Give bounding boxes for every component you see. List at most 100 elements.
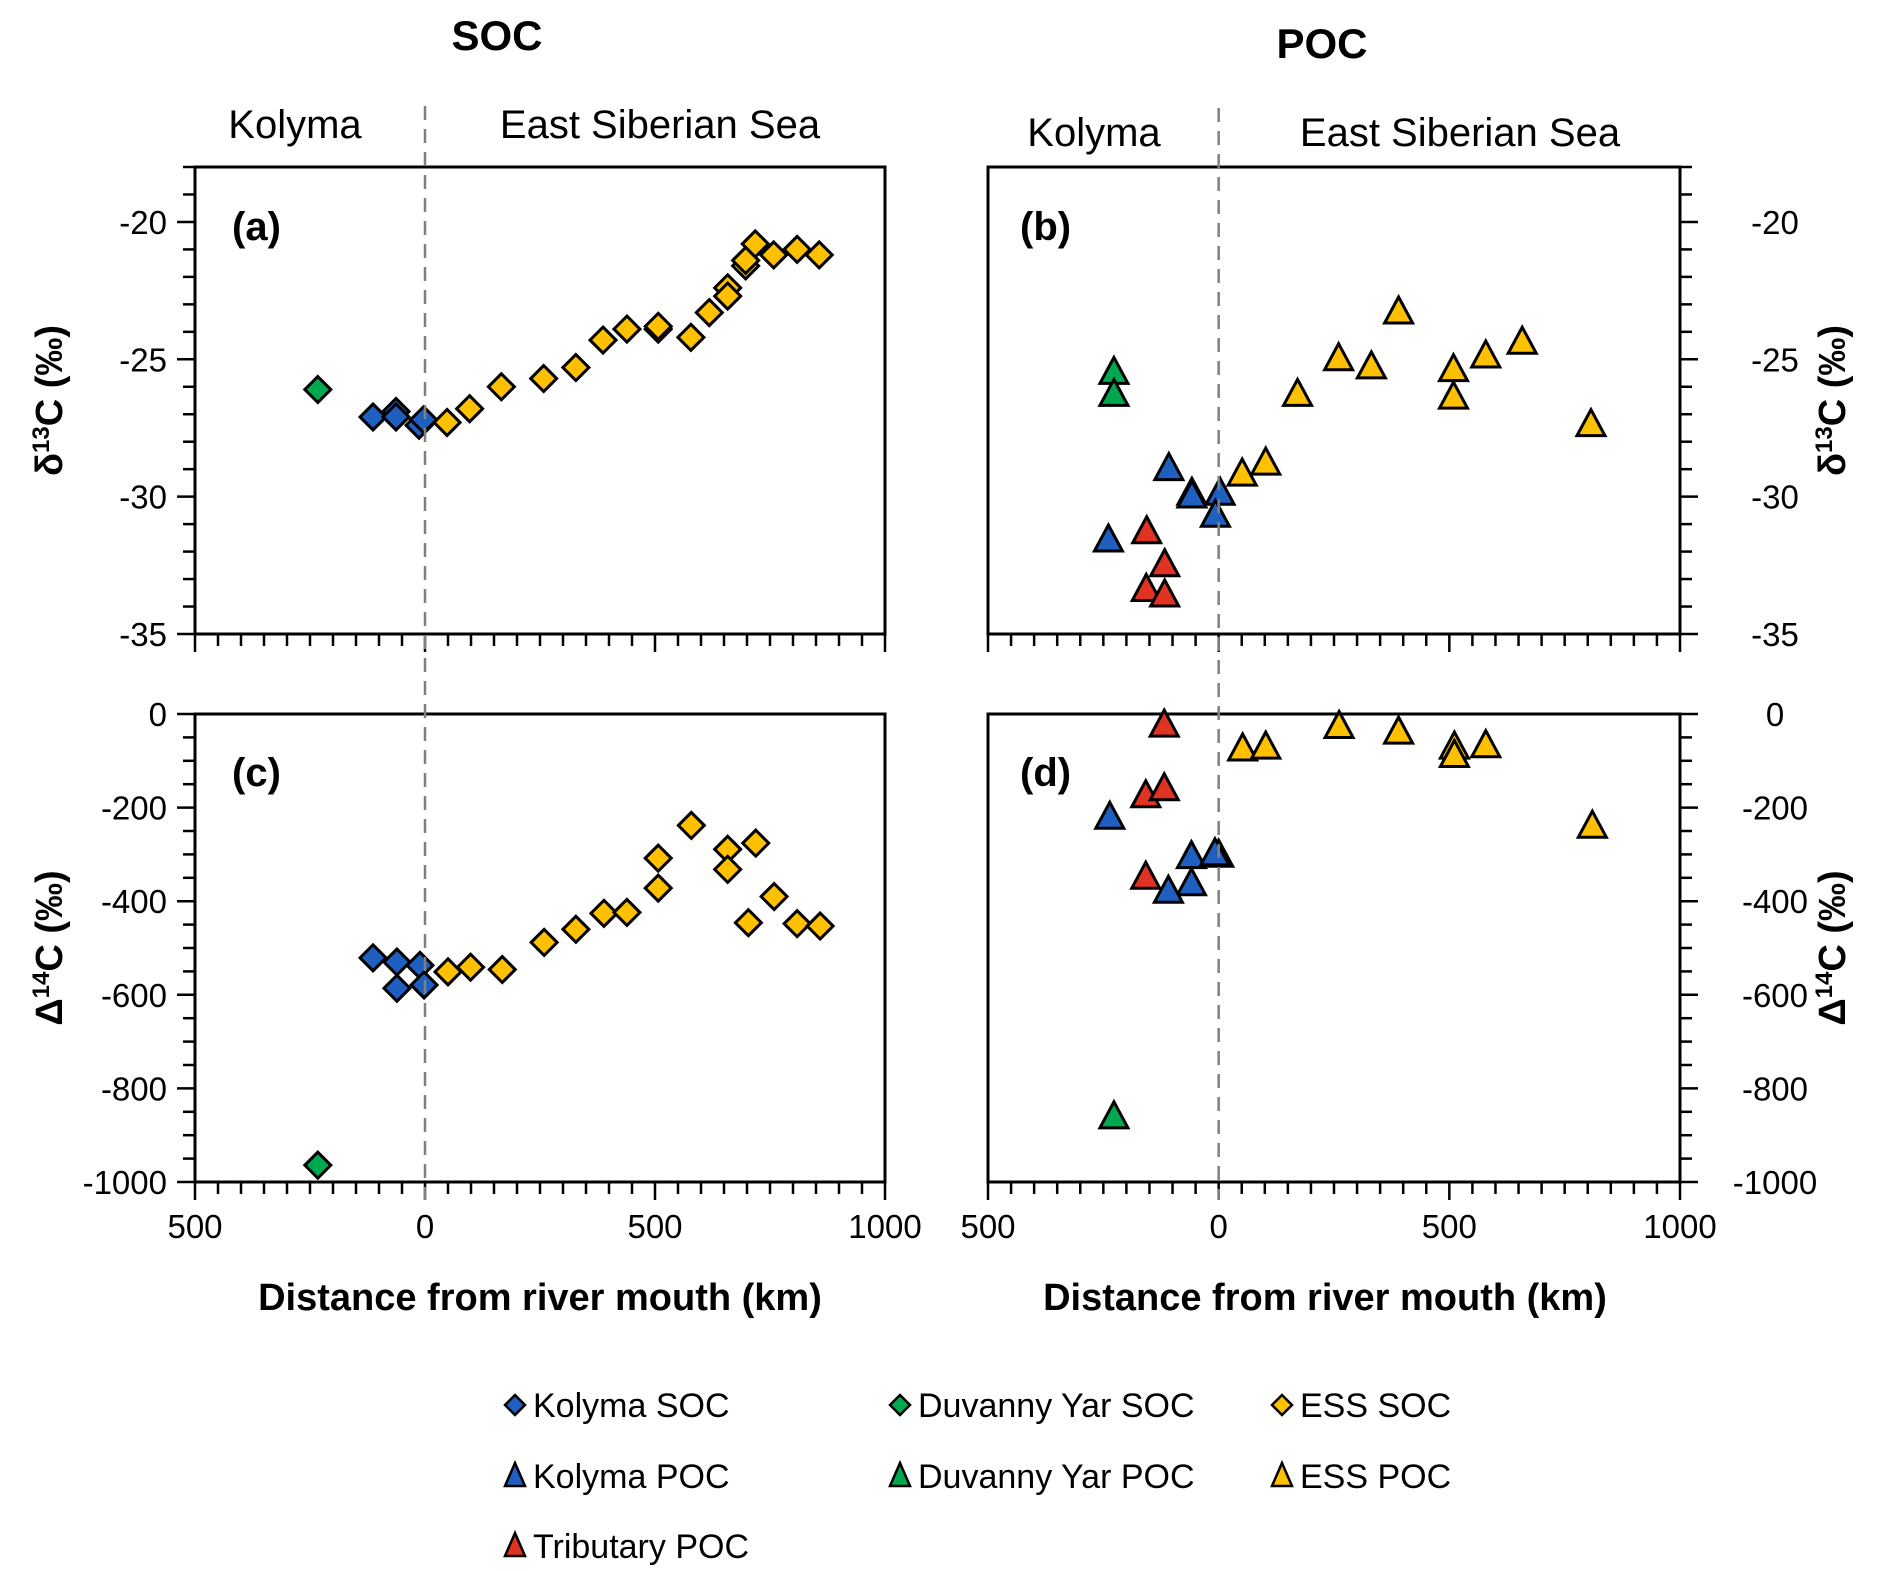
- x-tick-label: 500: [960, 1208, 1015, 1245]
- y-tick-label: -1000: [83, 1164, 167, 1201]
- data-point: [1249, 444, 1283, 476]
- y-axis-title: Δ14C (‰): [28, 870, 72, 1025]
- left-region-label-soc: Kolyma: [228, 103, 362, 147]
- panels: -35 -30 -25 -20 δ13C (‰) (a) -35 -30 -25 -20 δ13C …: [28, 106, 1855, 1245]
- data-point: [1505, 324, 1539, 355]
- data-point: [1129, 571, 1163, 602]
- panel-b: -35 -30 -25 -20 δ13C (‰) (b): [986, 165, 1855, 653]
- data-point: [1174, 865, 1208, 897]
- data-point: [1574, 406, 1608, 438]
- data-point: [1152, 450, 1186, 482]
- x-tick-label: 0: [416, 1208, 434, 1245]
- data-point: [454, 393, 485, 424]
- x-tick-label: 1000: [1643, 1208, 1716, 1245]
- x-axis-title-left: Distance from river mouth (km): [258, 1277, 822, 1319]
- data-point: [1469, 337, 1503, 369]
- y-tick-label: -30: [119, 479, 167, 516]
- data-point: [1097, 376, 1131, 407]
- data-point: [1198, 497, 1232, 528]
- series-kolyma-soc: [357, 942, 440, 1004]
- data-point: [528, 363, 559, 394]
- data-point: [1147, 706, 1181, 738]
- data-point: [733, 907, 764, 938]
- plot-frame: [986, 165, 1682, 636]
- y-tick-label: -1000: [1733, 1164, 1817, 1201]
- x-tick-label: 500: [1422, 1208, 1477, 1245]
- series-tributary-poc: [1129, 706, 1181, 890]
- y-tick-label: 0: [1766, 696, 1784, 733]
- legend-triangle-icon: [888, 1459, 912, 1488]
- y-tick-label: -20: [1751, 204, 1799, 241]
- legend-triangle-icon: [503, 1529, 527, 1558]
- poc-title: POC: [1276, 20, 1367, 67]
- x-tick-label: 500: [167, 1208, 222, 1245]
- x-tick-label: 1000: [848, 1208, 921, 1245]
- series-ess-soc: [431, 228, 835, 438]
- data-point: [560, 914, 592, 945]
- y-tick-label: -600: [101, 977, 167, 1014]
- data-point: [643, 872, 674, 904]
- y-tick-label: -30: [1751, 479, 1799, 516]
- series-tributary-poc: [1129, 513, 1182, 608]
- data-point: [587, 324, 619, 356]
- right-region-label-poc: East Siberian Sea: [1300, 111, 1621, 155]
- legend-label: Duvanny Yar SOC: [918, 1387, 1195, 1425]
- x-tick-label: 500: [627, 1208, 682, 1245]
- data-point: [1436, 378, 1471, 410]
- y-tick-label: -25: [119, 341, 167, 378]
- y-tick-label: -400: [101, 883, 167, 920]
- series-kolyma-soc: [357, 396, 439, 441]
- series-duvanny-yar-poc: [1097, 354, 1131, 407]
- panel-c: 500 0 500 1000 -1000 -800 -600 -400 -200 0 Δ14C (‰…: [28, 696, 922, 1245]
- plot-frame: [193, 165, 887, 636]
- legend-item: ESS POC: [1270, 1458, 1451, 1496]
- data-point: [408, 404, 439, 435]
- legend-triangle-icon: [503, 1459, 527, 1488]
- panel-label: (c): [232, 751, 281, 795]
- data-point: [1097, 1098, 1131, 1130]
- series-ess-poc: [1226, 708, 1609, 839]
- panel-label: (a): [232, 205, 281, 249]
- y-tick-label: -200: [101, 790, 167, 827]
- y-axis-title: δ13C (‰): [1811, 325, 1855, 476]
- series-duvanny-yar-soc: [302, 1150, 333, 1181]
- data-point: [611, 313, 643, 345]
- y-tick-label: 0: [149, 696, 167, 733]
- legend-label: ESS POC: [1300, 1458, 1451, 1496]
- x-tick-label: 0: [1209, 1208, 1227, 1245]
- data-point: [740, 828, 771, 859]
- left-region-label-poc: Kolyma: [1027, 111, 1161, 155]
- panel-a: -35 -30 -25 -20 δ13C (‰) (a): [28, 165, 887, 653]
- data-point: [1130, 513, 1164, 545]
- data-point: [1469, 727, 1503, 759]
- data-point: [1354, 348, 1388, 380]
- data-point: [758, 239, 789, 271]
- data-point: [381, 946, 413, 978]
- x-axis-title-right: Distance from river mouth (km): [1043, 1277, 1607, 1319]
- data-point: [432, 956, 464, 987]
- data-point: [381, 973, 413, 1004]
- legend-diamond-icon: [888, 1393, 912, 1417]
- data-point: [357, 942, 389, 973]
- legend-label: Tributary POC: [533, 1528, 749, 1566]
- legend-item: ESS SOC: [1270, 1387, 1451, 1425]
- legend-item: Kolyma POC: [503, 1458, 730, 1496]
- data-point: [1148, 546, 1182, 578]
- legend: Kolyma SOC Duvanny Yar SOC ESS SOC Kolyma P…: [503, 1387, 1451, 1566]
- data-point: [1225, 455, 1259, 487]
- data-point: [455, 952, 486, 983]
- legend-label: Kolyma POC: [533, 1458, 730, 1496]
- data-point: [740, 228, 771, 260]
- series-kolyma-poc: [1093, 799, 1236, 904]
- legend-diamond-icon: [1270, 1393, 1294, 1417]
- data-point: [486, 371, 517, 402]
- legend-triangle-icon: [1270, 1459, 1294, 1488]
- legend-item: Kolyma SOC: [503, 1387, 730, 1425]
- data-point: [1382, 293, 1416, 325]
- panel-d: 500 0 500 1000 -1000 -800 -600 -400 -200 0 Δ14C (‰…: [960, 696, 1854, 1245]
- data-point: [357, 401, 389, 433]
- data-point: [487, 954, 518, 985]
- data-point: [759, 881, 790, 912]
- legend-item: Duvanny Yar POC: [888, 1458, 1195, 1496]
- data-point: [1437, 737, 1471, 769]
